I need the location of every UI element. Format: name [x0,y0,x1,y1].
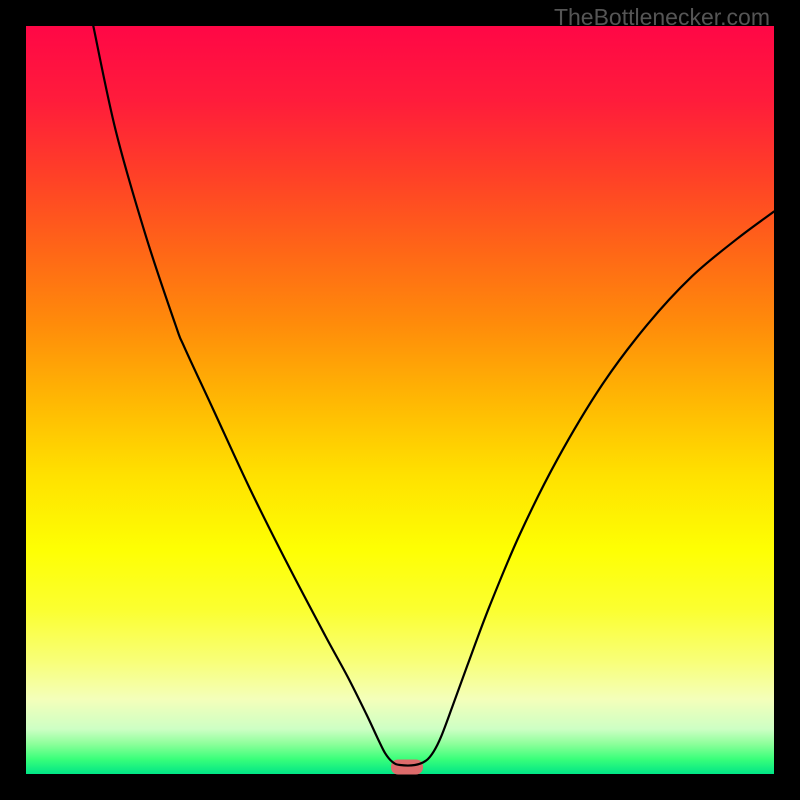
bottleneck-curve [26,26,774,774]
watermark-label: TheBottlenecker.com [554,4,770,31]
plot-area [26,26,774,774]
chart-frame: TheBottlenecker.com [0,0,800,800]
